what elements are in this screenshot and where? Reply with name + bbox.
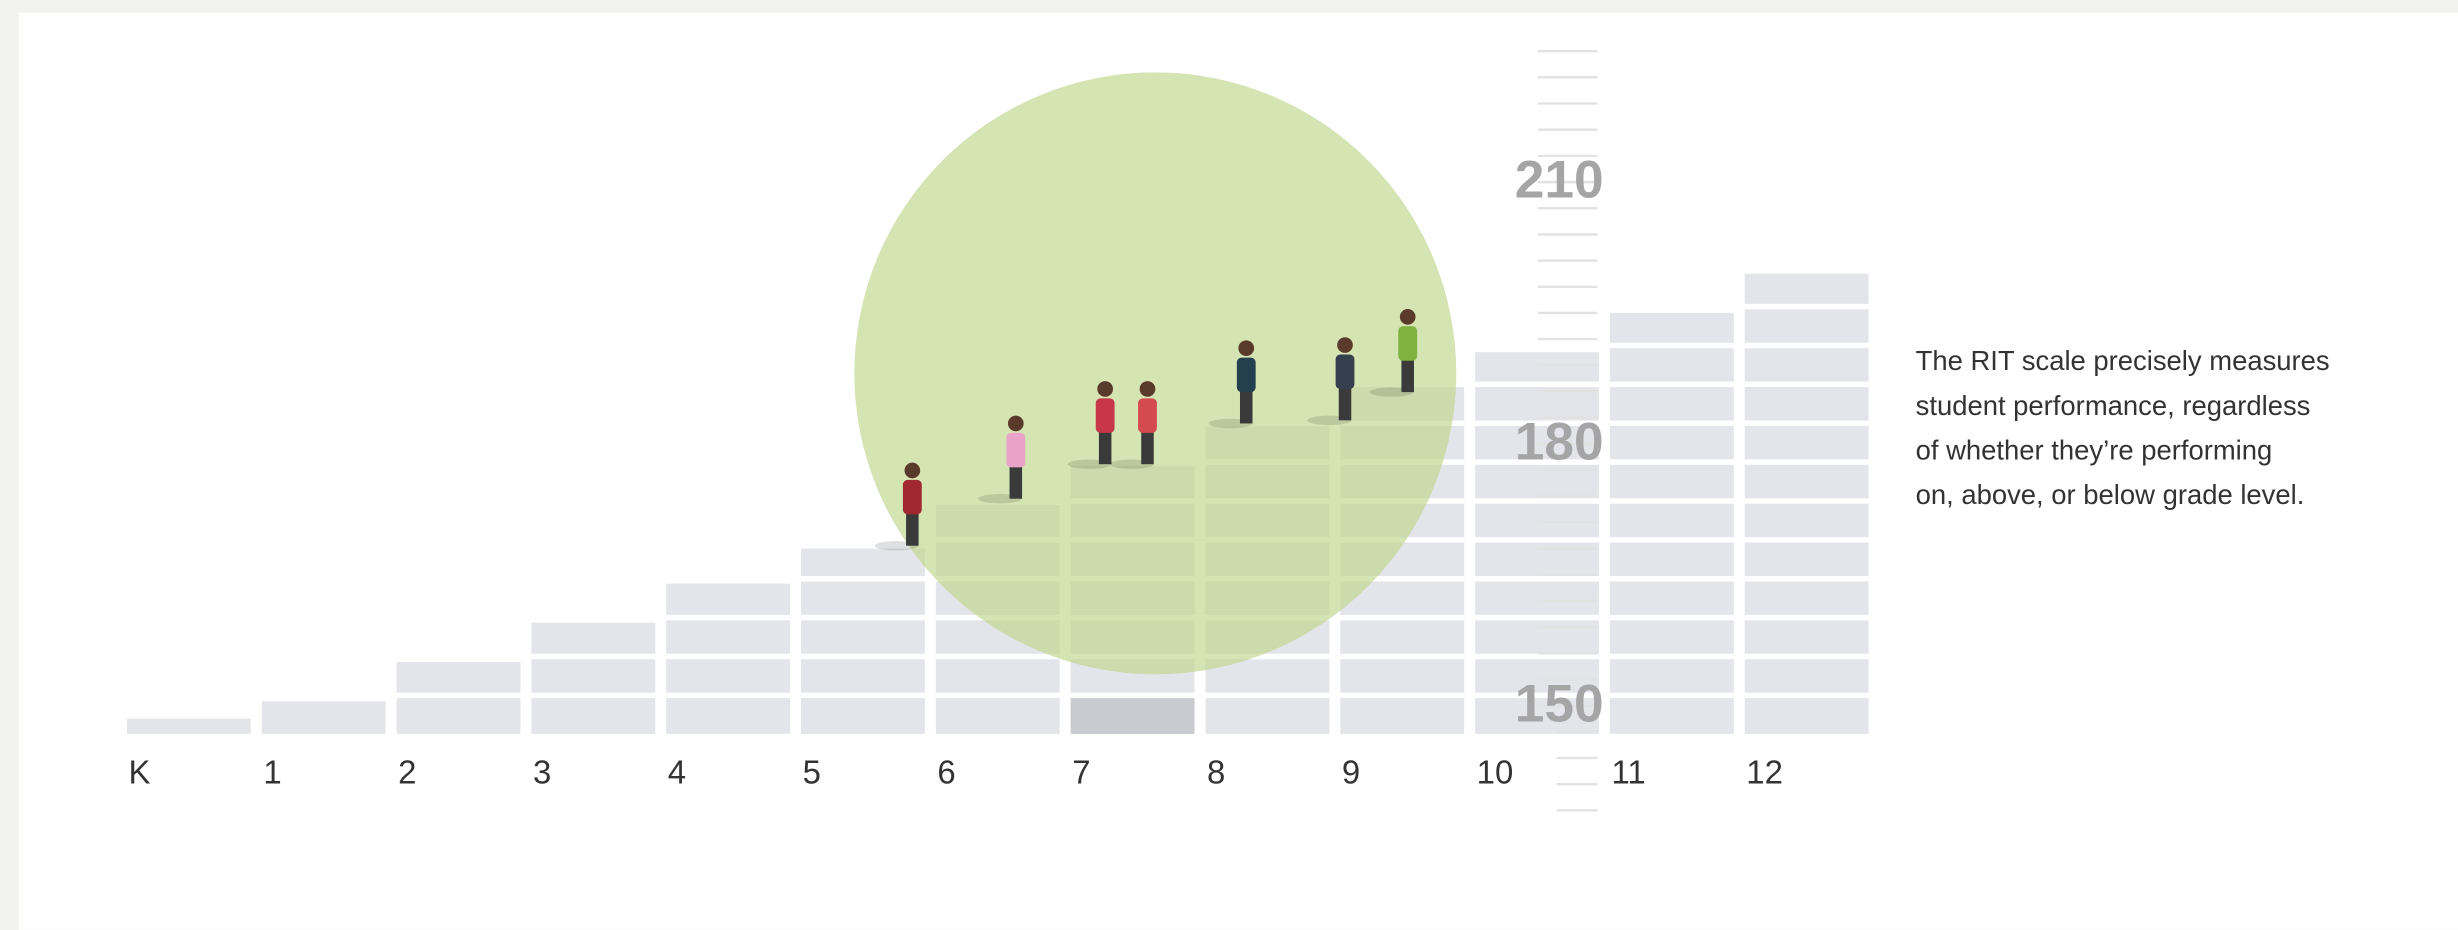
block-gap (1610, 498, 1734, 503)
block-gap (531, 654, 655, 659)
x-tick-label: 10 (1477, 753, 1514, 790)
block-gap (1745, 420, 1869, 425)
block-gap (1475, 537, 1599, 542)
block-gap (936, 693, 1060, 698)
overlay (854, 72, 1456, 674)
bar (1745, 274, 1869, 734)
person-body (1237, 358, 1256, 392)
block-gap (1745, 382, 1869, 387)
x-tick-label: 8 (1207, 753, 1225, 790)
block-gap (1475, 615, 1599, 620)
block-gap (1610, 343, 1734, 348)
block-gap (801, 615, 925, 620)
x-tick-label: 11 (1611, 753, 1645, 790)
x-tick-label: 7 (1072, 753, 1090, 790)
page: {"chart_data": {"type": "bar", "categori… (0, 0, 2458, 930)
block-gap (1475, 498, 1599, 503)
block-gap (801, 576, 925, 581)
block-gap (1745, 654, 1869, 659)
block-gap (1340, 693, 1464, 698)
block-gap (1610, 382, 1734, 387)
block-gap (666, 693, 790, 698)
block-gap (1745, 615, 1869, 620)
block-gap (1610, 654, 1734, 659)
block-gap (1475, 654, 1599, 659)
block-gap (531, 693, 655, 698)
person-head (1008, 416, 1024, 432)
block-gap (1340, 615, 1464, 620)
x-tick-label: 3 (533, 753, 551, 790)
block-gap (666, 654, 790, 659)
block-gap (1745, 576, 1869, 581)
y-tick-label: 210 (1515, 151, 1604, 210)
bar (531, 623, 655, 734)
description-line: The RIT scale precisely measures (1916, 345, 2330, 376)
person-body (1336, 354, 1355, 388)
block-gap (1745, 693, 1869, 698)
x-tick-label: 4 (668, 753, 686, 790)
person-legs (1401, 358, 1414, 392)
y-tick-label: 180 (1515, 412, 1604, 471)
block-gap (1610, 420, 1734, 425)
block-gap (1745, 459, 1869, 464)
x-tick-label: 6 (937, 753, 955, 790)
block-gap (1205, 693, 1329, 698)
person-body (1398, 326, 1417, 360)
person-body (903, 480, 922, 514)
person-head (1140, 381, 1156, 397)
person-head (1337, 337, 1353, 353)
bar (262, 701, 386, 734)
person-legs (1141, 430, 1154, 464)
person-legs (1010, 464, 1023, 498)
person-head (1097, 381, 1113, 397)
block-gap (1745, 304, 1869, 309)
block-gap (1745, 343, 1869, 348)
highlight-circle (854, 72, 1456, 674)
description-line: on, above, or below grade level. (1916, 479, 2305, 510)
person-legs (1240, 389, 1253, 423)
current-grade-block (1071, 698, 1195, 734)
block-gap (801, 693, 925, 698)
block-gap (1071, 693, 1195, 698)
bar (127, 719, 251, 734)
x-tick-label: 2 (398, 753, 416, 790)
chart: K123456789101112150180210The RIT scale p… (0, 0, 2458, 930)
block-gap (1610, 615, 1734, 620)
person-body (1006, 433, 1025, 467)
y-tick-label: 150 (1515, 674, 1604, 733)
person-legs (1339, 386, 1352, 420)
x-tick-label: 12 (1746, 753, 1783, 790)
person-legs (1099, 430, 1112, 464)
x-tick-label: K (129, 753, 151, 790)
block-gap (1745, 498, 1869, 503)
block-gap (1475, 382, 1599, 387)
block-gap (1475, 576, 1599, 581)
block-gap (936, 654, 1060, 659)
person-head (1238, 340, 1254, 356)
description-line: of whether they’re performing (1916, 435, 2273, 466)
x-tick-label: 5 (803, 753, 821, 790)
block-gap (397, 693, 521, 698)
person-head (1400, 309, 1416, 325)
block-gap (801, 654, 925, 659)
description-line: student performance, regardless (1916, 390, 2311, 421)
block-gap (1340, 654, 1464, 659)
person-body (1138, 398, 1157, 432)
person-legs (906, 511, 919, 545)
bar (1610, 313, 1734, 734)
x-tick-label: 9 (1342, 753, 1360, 790)
x-tick-label: 1 (263, 753, 281, 790)
block-gap (1610, 693, 1734, 698)
person-body (1096, 398, 1115, 432)
block-gap (666, 615, 790, 620)
block-gap (1610, 576, 1734, 581)
person-head (905, 463, 921, 479)
block-gap (1610, 537, 1734, 542)
block-gap (1610, 459, 1734, 464)
block-gap (1745, 537, 1869, 542)
